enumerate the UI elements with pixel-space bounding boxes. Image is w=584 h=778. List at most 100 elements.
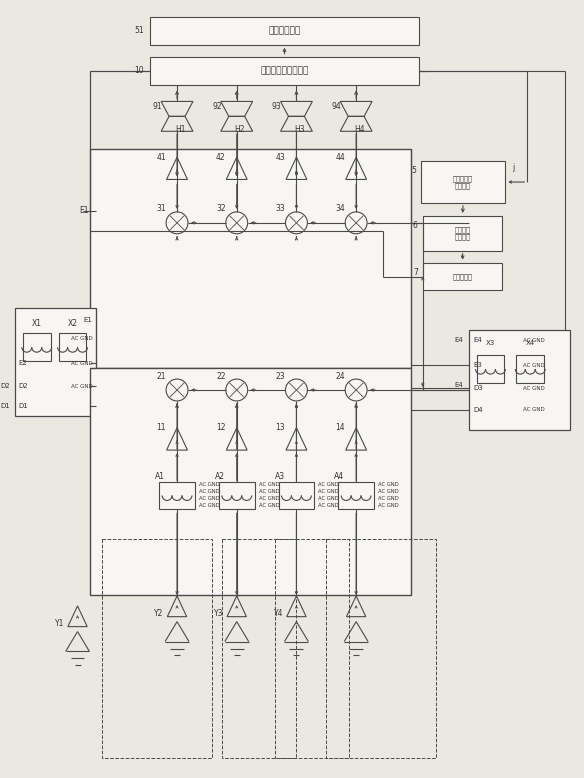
Text: AC GND: AC GND bbox=[318, 496, 339, 501]
Text: Y4: Y4 bbox=[274, 609, 283, 619]
Text: AC GND: AC GND bbox=[378, 496, 399, 501]
Text: AC GND: AC GND bbox=[318, 489, 339, 494]
Text: E2: E2 bbox=[19, 360, 27, 366]
Text: 32: 32 bbox=[216, 205, 225, 213]
Text: A3: A3 bbox=[274, 472, 284, 481]
Text: AC GND: AC GND bbox=[523, 338, 545, 343]
Text: 13: 13 bbox=[276, 423, 286, 433]
Text: 92: 92 bbox=[212, 102, 222, 111]
Text: X3: X3 bbox=[486, 340, 495, 346]
Bar bbox=[274, 539, 349, 758]
Text: H1: H1 bbox=[175, 124, 185, 134]
Text: D2: D2 bbox=[19, 383, 29, 389]
Bar bbox=[91, 149, 411, 368]
Text: 93: 93 bbox=[272, 102, 281, 111]
Text: 频率追踪和制式单元: 频率追踪和制式单元 bbox=[260, 66, 309, 75]
Bar bbox=[421, 161, 505, 203]
Text: Y3: Y3 bbox=[214, 609, 224, 619]
Text: 14: 14 bbox=[335, 423, 345, 433]
Text: AC GND: AC GND bbox=[259, 489, 279, 494]
Text: AC GND: AC GND bbox=[199, 496, 220, 501]
Bar bbox=[150, 17, 419, 44]
Bar bbox=[150, 57, 419, 85]
Text: H4: H4 bbox=[354, 124, 364, 134]
Text: 测量收信机
跟踪间隔: 测量收信机 跟踪间隔 bbox=[453, 175, 473, 189]
Text: 41: 41 bbox=[157, 152, 166, 162]
Text: D3: D3 bbox=[474, 385, 484, 391]
Text: AC GND: AC GND bbox=[378, 489, 399, 494]
Text: X2: X2 bbox=[68, 319, 78, 328]
Text: AC GND: AC GND bbox=[378, 482, 399, 487]
Text: D4: D4 bbox=[474, 407, 483, 413]
Text: H2: H2 bbox=[234, 124, 245, 134]
Bar bbox=[222, 539, 297, 758]
Bar bbox=[338, 482, 374, 510]
Text: 31: 31 bbox=[157, 205, 166, 213]
Bar bbox=[219, 482, 255, 510]
Text: AC GND: AC GND bbox=[199, 489, 220, 494]
Text: 7: 7 bbox=[413, 268, 418, 277]
Text: 43: 43 bbox=[276, 152, 286, 162]
Text: AC GND: AC GND bbox=[523, 363, 545, 368]
Text: A4: A4 bbox=[334, 472, 345, 481]
Bar bbox=[516, 356, 544, 383]
Text: 6: 6 bbox=[413, 221, 418, 230]
Bar bbox=[423, 216, 502, 251]
Text: 本地振荡器: 本地振荡器 bbox=[453, 273, 472, 280]
Text: 44: 44 bbox=[335, 152, 345, 162]
Text: D1: D1 bbox=[19, 403, 29, 409]
Text: Y2: Y2 bbox=[154, 609, 164, 619]
Text: AC GND: AC GND bbox=[318, 503, 339, 508]
Text: E1: E1 bbox=[79, 206, 88, 216]
Text: E1: E1 bbox=[84, 317, 92, 324]
Text: 12: 12 bbox=[216, 423, 225, 433]
Bar bbox=[102, 539, 212, 758]
Text: 34: 34 bbox=[335, 205, 345, 213]
Text: E4: E4 bbox=[474, 337, 482, 343]
Text: AC GND: AC GND bbox=[523, 408, 545, 412]
Text: 21: 21 bbox=[157, 372, 166, 380]
Text: E4: E4 bbox=[455, 337, 464, 343]
Text: 信号捕获
跟踪处理: 信号捕获 跟踪处理 bbox=[454, 226, 471, 240]
Text: 42: 42 bbox=[216, 152, 225, 162]
Bar bbox=[15, 308, 96, 416]
Text: 10: 10 bbox=[134, 66, 144, 75]
Bar bbox=[423, 263, 502, 290]
Text: X4: X4 bbox=[526, 340, 535, 346]
Text: 24: 24 bbox=[335, 372, 345, 380]
Bar bbox=[159, 482, 195, 510]
Text: AC GND: AC GND bbox=[71, 336, 92, 341]
Text: AC GND: AC GND bbox=[259, 496, 279, 501]
Bar bbox=[91, 368, 411, 595]
Text: D2: D2 bbox=[0, 383, 10, 389]
Text: Y1: Y1 bbox=[55, 619, 64, 629]
Text: X1: X1 bbox=[32, 319, 41, 328]
Text: 51: 51 bbox=[134, 26, 144, 35]
Bar bbox=[279, 482, 314, 510]
Text: D1: D1 bbox=[0, 403, 10, 409]
Text: 11: 11 bbox=[157, 423, 166, 433]
Text: j: j bbox=[512, 163, 515, 172]
Text: H3: H3 bbox=[294, 124, 305, 134]
Text: 中频处理单元: 中频处理单元 bbox=[269, 26, 301, 35]
Bar bbox=[58, 333, 86, 361]
Text: 94: 94 bbox=[331, 102, 341, 111]
Text: 22: 22 bbox=[216, 372, 225, 380]
Text: A2: A2 bbox=[215, 472, 225, 481]
Text: AC GND: AC GND bbox=[199, 482, 220, 487]
Text: E3: E3 bbox=[474, 362, 482, 368]
Text: AC GND: AC GND bbox=[259, 482, 279, 487]
Text: AC GND: AC GND bbox=[259, 503, 279, 508]
Text: AC GND: AC GND bbox=[378, 503, 399, 508]
Text: 5: 5 bbox=[411, 166, 416, 175]
Text: 91: 91 bbox=[152, 102, 162, 111]
Text: AC GND: AC GND bbox=[199, 503, 220, 508]
Text: 23: 23 bbox=[276, 372, 286, 380]
Text: AC GND: AC GND bbox=[318, 482, 339, 487]
Text: E4: E4 bbox=[455, 382, 464, 388]
Text: A1: A1 bbox=[155, 472, 165, 481]
Text: 33: 33 bbox=[276, 205, 286, 213]
Bar bbox=[23, 333, 51, 361]
Bar bbox=[468, 331, 570, 429]
Bar bbox=[477, 356, 505, 383]
